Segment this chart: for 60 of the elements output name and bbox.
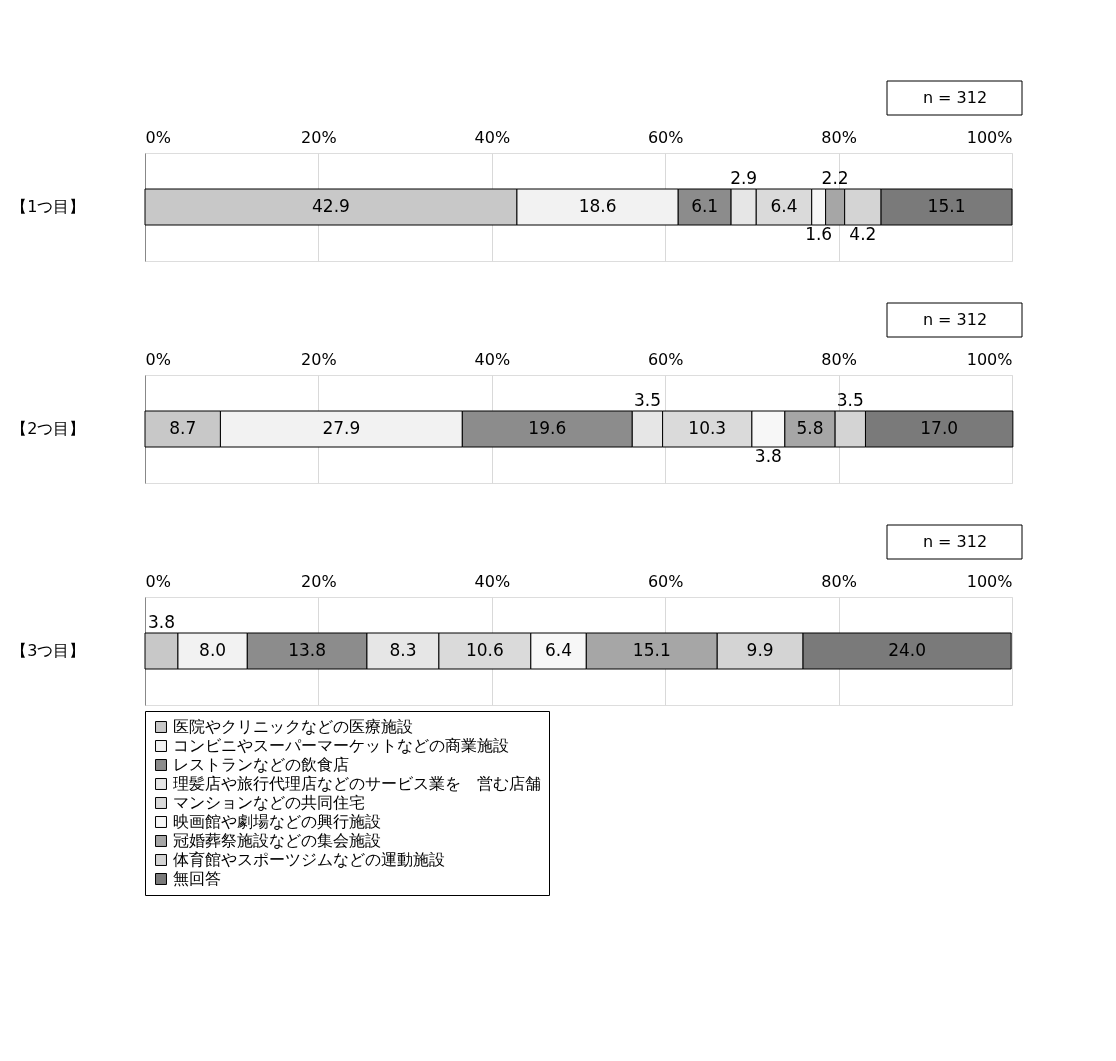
data-label: 5.8 [796,418,824,438]
text: n = 312 [922,532,988,551]
data-label: 8.3 [389,640,417,660]
data-label: 2.2 [821,168,849,188]
legend-label: レストランなどの飲食店 [173,755,349,774]
x-tick-label: 0% [145,127,171,147]
data-label: 6.4 [545,640,573,660]
x-tick-label: 60% [647,349,684,369]
legend-label: コンビニやスーパーマーケットなどの商業施設 [173,736,509,755]
text: n = 312 [922,88,988,107]
legend-label: 医院やクリニックなどの医療施設 [173,717,413,736]
data-label: 13.8 [288,640,327,660]
y-tick-label: 【1つ目】 [11,197,86,216]
x-tick-label: 100% [966,127,1013,147]
x-tick-label: 0% [145,349,171,369]
legend-label: 冠婚葬祭施設などの集会施設 [173,831,381,850]
legend-label: 理髪店や旅行代理店などのサービス業を 営む店舗 [173,774,541,793]
x-tick-label: 40% [474,349,511,369]
data-label: 18.6 [578,196,617,216]
x-tick-label: 60% [647,571,684,591]
legend-label: 体育館やスポーツジムなどの運動施設 [173,850,445,869]
data-label: 6.4 [770,196,798,216]
data-label: 27.9 [322,418,361,438]
x-tick-label: 80% [821,571,857,591]
data-label: 6.1 [691,196,719,216]
x-tick-label: 80% [821,349,857,369]
x-tick-label: 80% [821,127,857,147]
text: n = 312 [922,310,988,329]
x-tick-label: 60% [647,127,684,147]
data-label: 42.9 [312,196,350,216]
data-label: 15.1 [632,640,671,660]
data-label: 3.8 [754,446,782,466]
data-label: 3.8 [147,612,175,632]
data-label: 1.6 [805,224,833,244]
x-tick-label: 100% [966,349,1013,369]
data-label: 3.5 [633,390,661,410]
data-label: 8.0 [199,640,227,660]
data-label: 24.0 [888,640,927,660]
data-label: 4.2 [849,224,877,244]
data-label: 19.6 [528,418,567,438]
x-tick-label: 20% [301,349,337,369]
data-label: 9.9 [746,640,774,660]
legend-label: 無回答 [173,869,221,888]
x-tick-label: 0% [145,571,171,591]
data-label: 3.5 [836,390,864,410]
y-tick-label: 【3つ目】 [11,641,86,660]
y-tick-label: 【2つ目】 [11,419,86,438]
legend-label: マンションなどの共同住宅 [173,793,365,812]
data-label: 15.1 [927,196,966,216]
data-label: 10.6 [465,640,504,660]
data-label: 17.0 [920,418,959,438]
x-tick-label: 40% [474,127,511,147]
x-tick-label: 20% [301,571,337,591]
data-label: 10.3 [688,418,727,438]
legend-label: 映画館や劇場などの興行施設 [173,812,381,831]
data-label: 8.7 [169,418,197,438]
x-tick-label: 40% [474,571,511,591]
x-tick-label: 20% [301,127,337,147]
data-label: 2.9 [730,168,758,188]
x-tick-label: 100% [966,571,1013,591]
